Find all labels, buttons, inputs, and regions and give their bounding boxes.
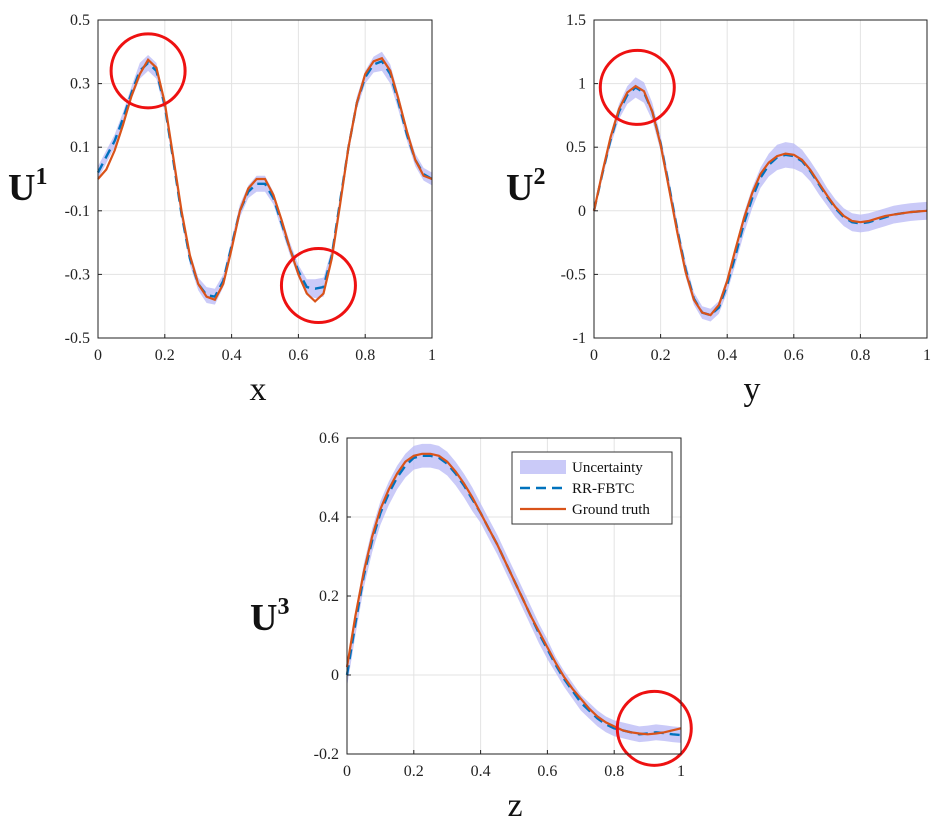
x-tick-label: 0 (343, 763, 351, 780)
x-tick-label: 0.4 (717, 347, 737, 364)
highlight-circle (109, 32, 187, 110)
x-tick-label: 0.2 (404, 763, 424, 780)
x-tick-label: 0.4 (222, 347, 242, 364)
legend: Uncertainty RR-FBTC Ground truth (511, 451, 673, 525)
highlight-circle (279, 247, 357, 325)
y-tick-label: 0.4 (319, 509, 339, 526)
x-tick-label: 1 (923, 347, 931, 364)
legend-swatch-uncertainty (520, 460, 566, 474)
y-tick-label: 0.1 (70, 139, 90, 156)
x-tick-label: 0.8 (355, 347, 375, 364)
x-tick-label: 0.8 (604, 763, 624, 780)
y-tick-label: 0 (331, 667, 339, 684)
x-tick-label: 0.2 (155, 347, 175, 364)
x-tick-label: 0 (590, 347, 598, 364)
series-rr-fbtc (96, 59, 433, 299)
y-tick-label: 0 (578, 203, 586, 220)
legend-label: Uncertainty (572, 460, 643, 476)
y-tick-label: 0.6 (319, 430, 339, 447)
series-ground-truth (345, 452, 682, 736)
uncertainty-band (594, 77, 927, 322)
x-tick-label: 0.6 (784, 347, 804, 364)
panel-u1: 0 0.2 0.4 0.6 0.8 1 -0.5 -0.3 -0.1 0.1 0.3 0.5 x U1 (8, 12, 436, 408)
series-ground-truth (97, 56, 433, 303)
y-tick-label: -0.2 (314, 746, 339, 763)
y-tick-label: 1 (578, 76, 586, 93)
plot-area (593, 19, 928, 339)
plot-area (97, 19, 433, 339)
x-tick-label: 0 (94, 347, 102, 364)
x-tick-label: 0.8 (850, 347, 870, 364)
y-axis-label: U2 (506, 164, 545, 209)
y-axis-label: U3 (250, 594, 289, 639)
y-tick-label: 0.3 (70, 76, 90, 93)
highlight-circle (598, 48, 676, 126)
y-tick-label: -0.5 (65, 330, 90, 347)
y-tick-label: -0.1 (65, 203, 90, 220)
series-rr-fbtc (592, 85, 928, 317)
legend-label: RR-FBTC (572, 481, 635, 497)
x-tick-label: 1 (677, 763, 685, 780)
x-tick-label: 0.2 (651, 347, 671, 364)
x-tick-label: 0.6 (288, 347, 308, 364)
x-tick-label: 0.4 (471, 763, 491, 780)
y-tick-label: 0.5 (566, 139, 586, 156)
y-tick-label: 1.5 (566, 12, 586, 29)
y-tick-label: 0.2 (319, 588, 339, 605)
x-tick-label: 0.6 (537, 763, 557, 780)
series-ground-truth (592, 84, 928, 317)
y-tick-label: -0.5 (561, 266, 586, 283)
x-axis-label: x (250, 371, 267, 408)
panel-u2: 0 0.2 0.4 0.6 0.8 1 -1 -0.5 0 0.5 1 1.5 y U2 (506, 12, 931, 408)
panel-u3: 0 0.2 0.4 0.6 0.8 1-0.200.20.40.6 z U3 Uncert… (250, 430, 693, 824)
x-axis-label: z (507, 787, 522, 824)
y-axis-label: U1 (8, 164, 47, 209)
x-tick-label: 1 (428, 347, 436, 364)
y-tick-label: -1 (573, 330, 586, 347)
x-axis-label: y (744, 371, 761, 408)
legend-label: Ground truth (572, 502, 650, 518)
highlight-circle (615, 689, 693, 767)
y-tick-label: 0.5 (70, 12, 90, 29)
y-tick-label: -0.3 (65, 266, 90, 283)
